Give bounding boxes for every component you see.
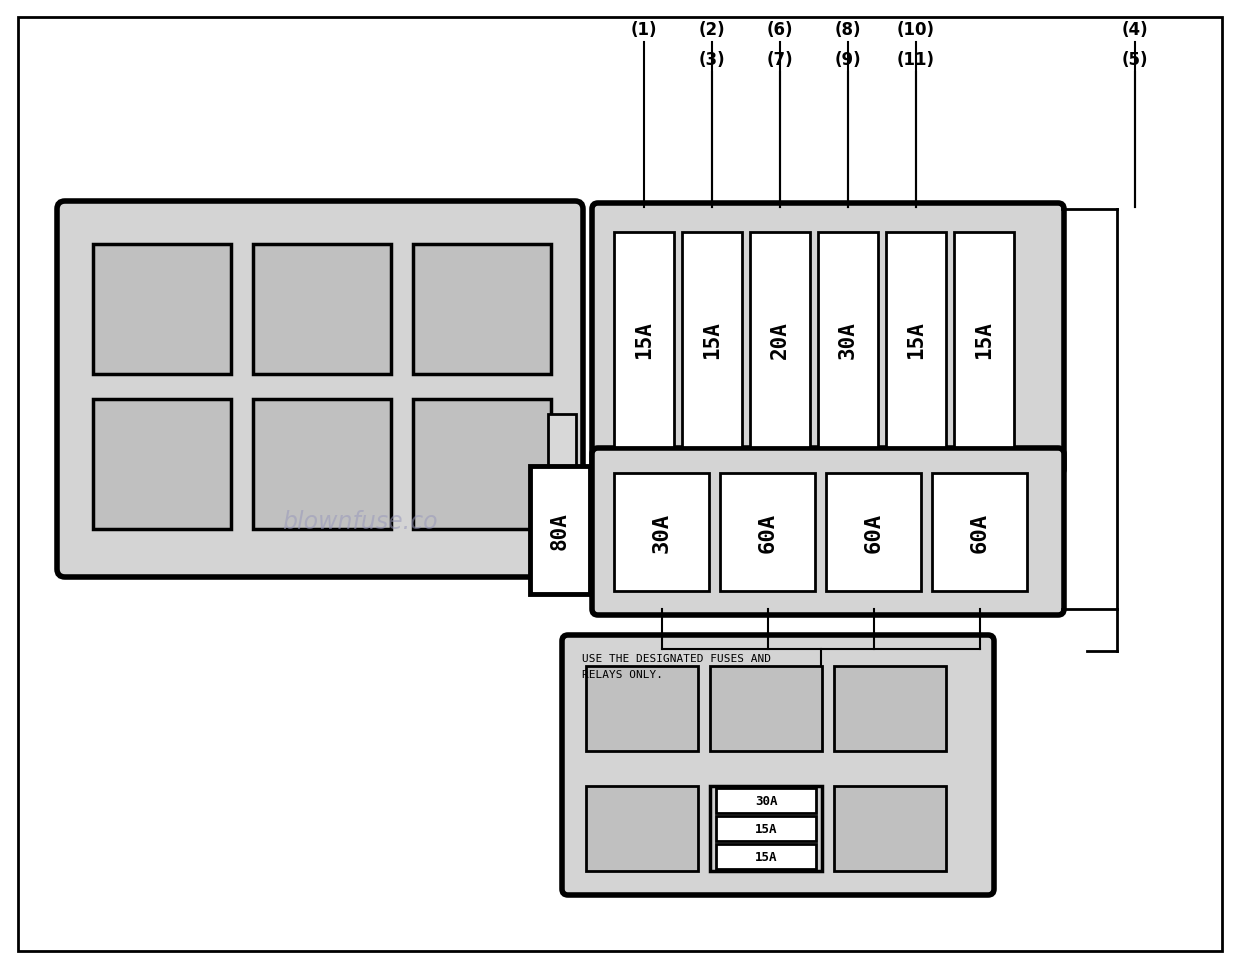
Bar [835, 786, 946, 871]
Text: (6): (6) [766, 21, 794, 39]
Bar [682, 233, 742, 448]
Text: 20A: 20A [770, 322, 790, 359]
Text: (4): (4) [1122, 21, 1148, 39]
FancyBboxPatch shape [562, 636, 994, 895]
Bar [413, 399, 551, 529]
Text: (1): (1) [631, 21, 657, 39]
Text: (11): (11) [897, 51, 935, 69]
Text: 15A: 15A [755, 850, 777, 863]
Text: (7): (7) [766, 51, 794, 69]
Text: 30A: 30A [651, 513, 672, 552]
Text: blownfuse.co: blownfuse.co [283, 510, 438, 534]
Text: (5): (5) [1122, 51, 1148, 69]
Text: 60A: 60A [758, 513, 777, 552]
Text: 30A: 30A [755, 795, 777, 807]
Bar [720, 474, 815, 591]
Bar [253, 245, 391, 375]
Bar [93, 399, 231, 529]
Bar [587, 667, 698, 751]
Bar [413, 245, 551, 375]
Bar [93, 245, 231, 375]
Text: USE THE DESIGNATED FUSES AND: USE THE DESIGNATED FUSES AND [582, 653, 771, 664]
Bar [711, 786, 822, 871]
Text: 80A: 80A [551, 512, 570, 549]
Text: 60A: 60A [970, 513, 990, 552]
Bar [614, 474, 709, 591]
Bar [954, 233, 1014, 448]
Text: 30A: 30A [838, 322, 858, 359]
Bar [835, 667, 946, 751]
Bar [715, 844, 816, 869]
Bar [548, 415, 577, 466]
Bar [826, 474, 921, 591]
Text: (9): (9) [835, 51, 862, 69]
Text: 15A: 15A [702, 322, 722, 359]
Bar [818, 233, 878, 448]
Text: (2): (2) [698, 21, 725, 39]
Bar [887, 233, 946, 448]
Text: 15A: 15A [973, 322, 994, 359]
Bar [711, 667, 822, 751]
Text: (3): (3) [698, 51, 725, 69]
Bar [932, 474, 1027, 591]
Text: 15A: 15A [906, 322, 926, 359]
Text: (10): (10) [897, 21, 935, 39]
FancyBboxPatch shape [57, 202, 583, 578]
Bar [529, 466, 590, 594]
Bar [711, 786, 822, 871]
Bar [614, 233, 675, 448]
Text: 15A: 15A [755, 822, 777, 835]
Text: 15A: 15A [634, 322, 653, 359]
Bar [715, 816, 816, 841]
FancyBboxPatch shape [591, 203, 1064, 476]
Text: (8): (8) [835, 21, 862, 39]
Text: RELAYS ONLY.: RELAYS ONLY. [582, 670, 663, 679]
FancyBboxPatch shape [591, 449, 1064, 615]
Bar [750, 233, 810, 448]
Bar [715, 788, 816, 813]
Bar [587, 786, 698, 871]
Text: 60A: 60A [863, 513, 884, 552]
Bar [253, 399, 391, 529]
